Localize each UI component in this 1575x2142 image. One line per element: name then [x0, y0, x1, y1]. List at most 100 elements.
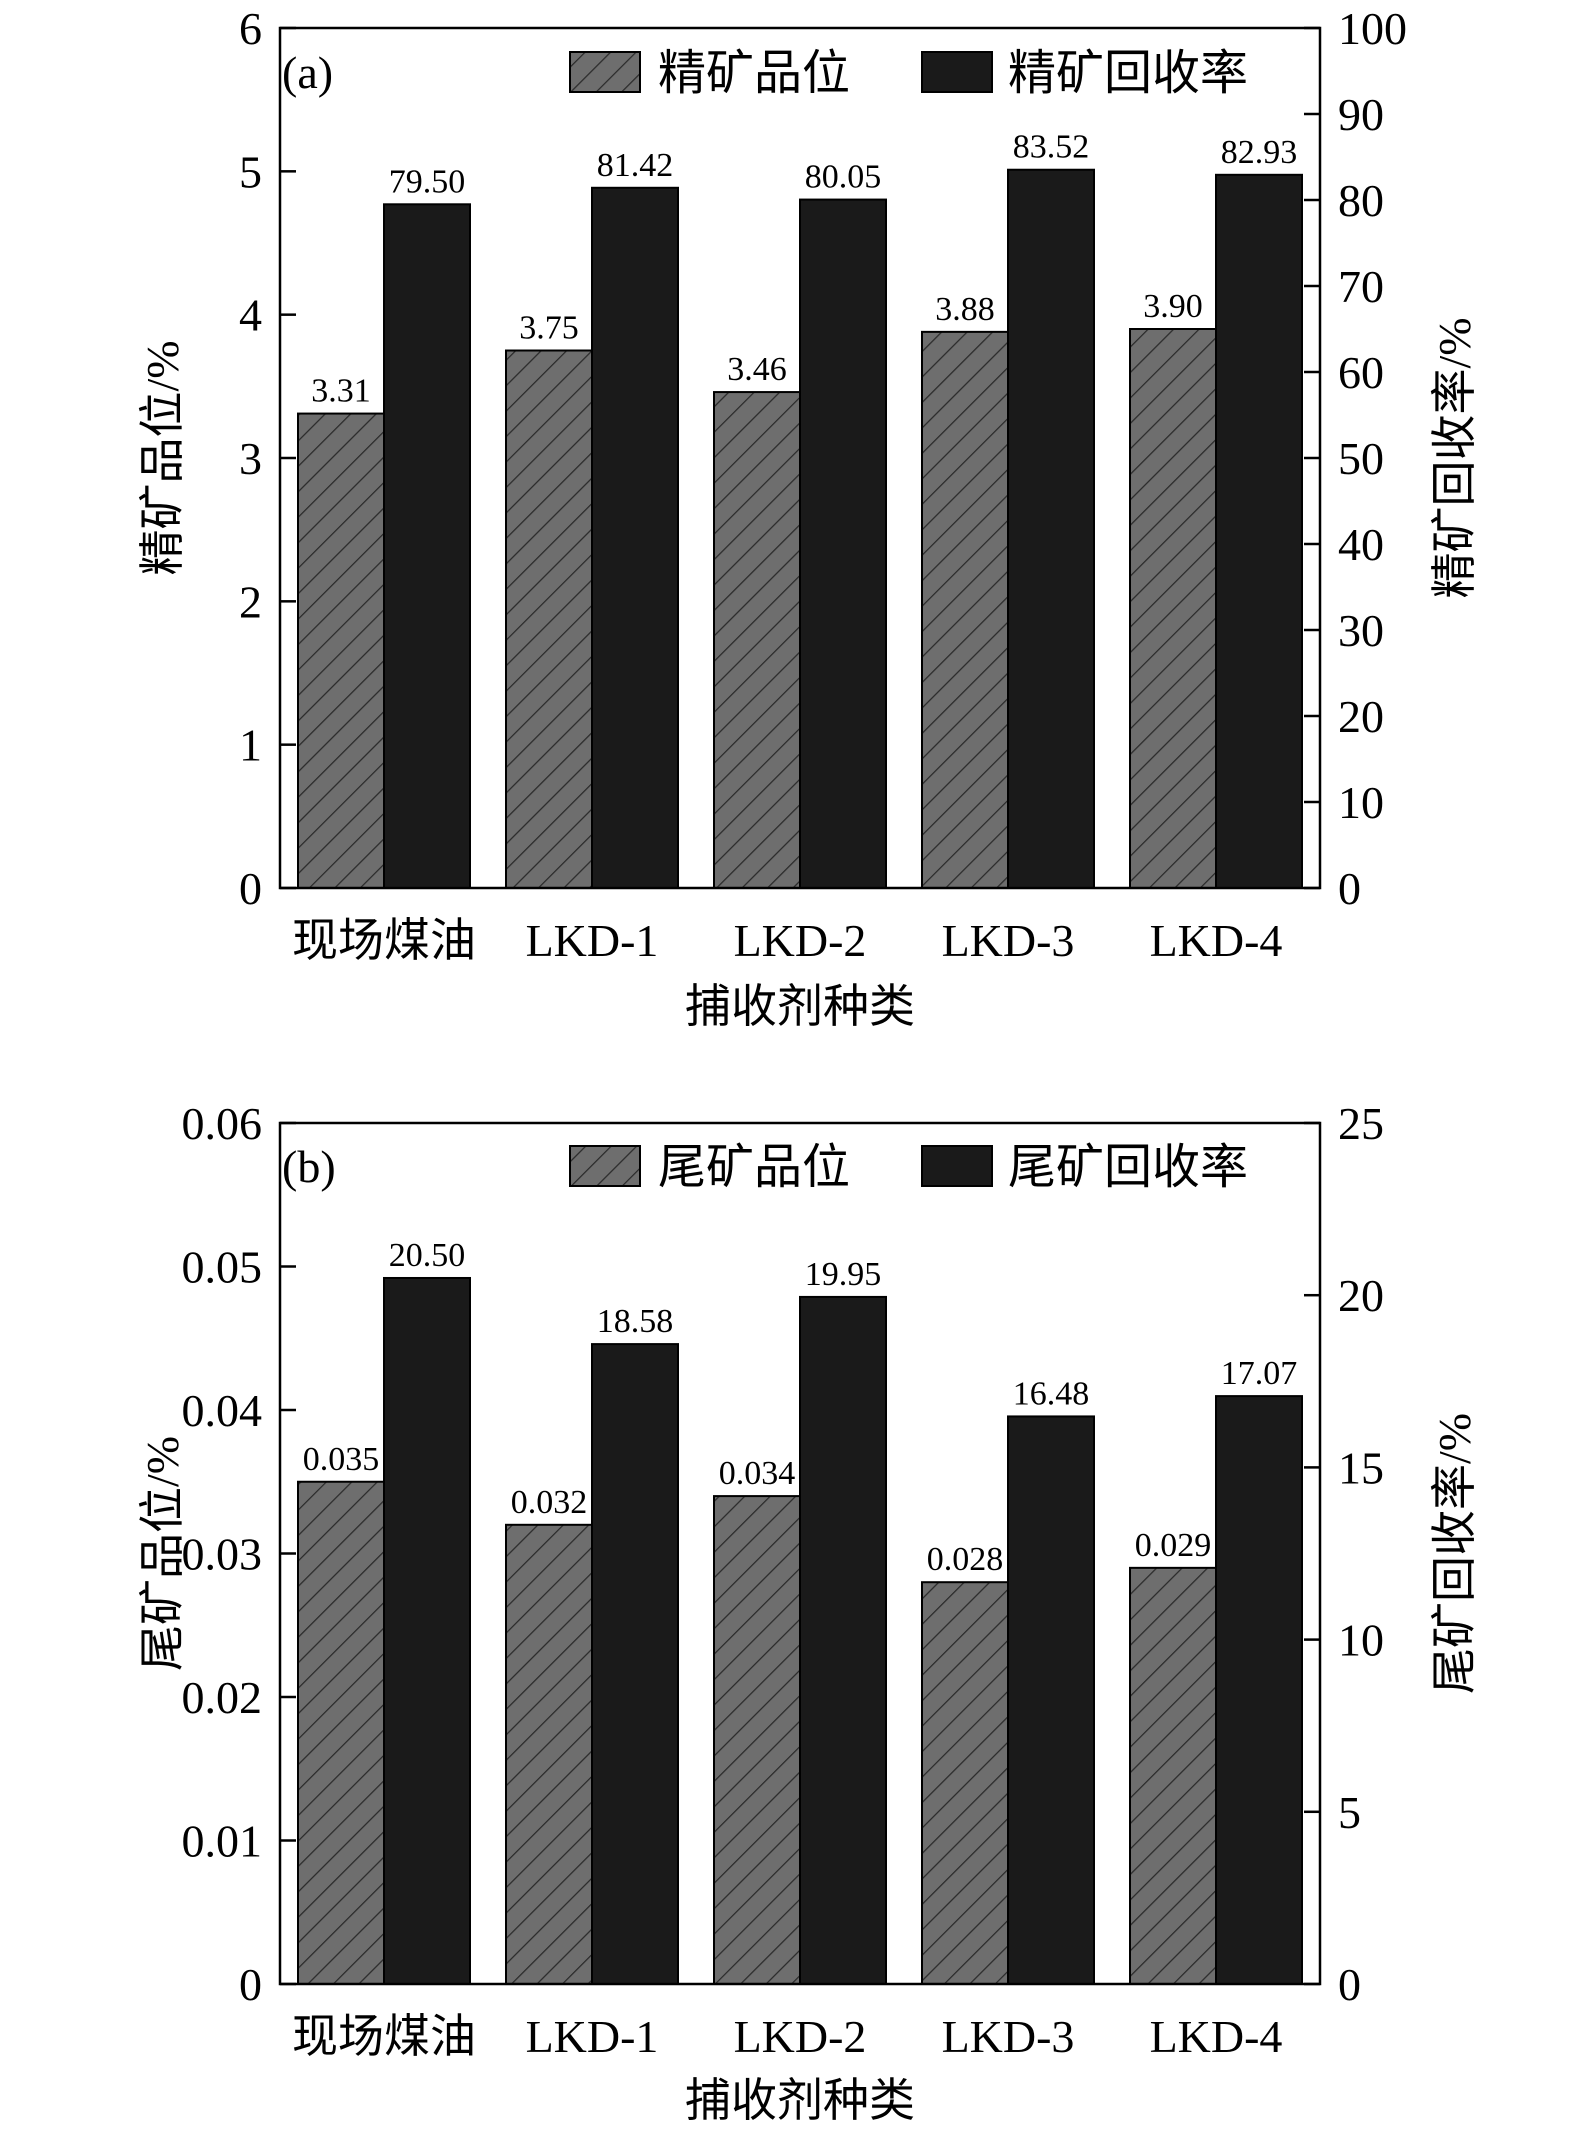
recovery-bar	[591, 1343, 679, 1986]
y-axis-left-title: 精矿品位/%	[137, 340, 188, 575]
data-label: 19.95	[805, 1256, 882, 1293]
category-label: 现场煤油	[292, 2011, 476, 2062]
x-axis-title: 捕收剂种类	[685, 981, 915, 1032]
data-label: 20.50	[389, 1237, 466, 1274]
grade-bar	[505, 1523, 593, 1986]
category-label: LKD-2	[734, 915, 867, 966]
data-label: 0.034	[719, 1455, 796, 1492]
data-label: 3.31	[311, 373, 371, 410]
grade-bar	[713, 391, 801, 889]
right-tick-label: 25	[1338, 1098, 1384, 1149]
right-tick-label: 100	[1338, 3, 1407, 54]
y-axis-left-title: 尾矿品位/%	[137, 1436, 188, 1671]
data-label: 0.029	[1135, 1527, 1212, 1564]
recovery-bar	[383, 203, 471, 890]
right-tick-label: 0	[1338, 1959, 1361, 2010]
right-tick-label: 10	[1338, 1615, 1384, 1666]
category-label: LKD-2	[734, 2011, 867, 2062]
recovery-bar	[1007, 168, 1095, 889]
right-tick-label: 80	[1338, 175, 1384, 226]
data-label: 0.028	[927, 1541, 1004, 1578]
left-tick-label: 3	[239, 433, 262, 484]
data-label: 17.07	[1221, 1355, 1298, 1392]
legend-label-grade: 精矿品位	[658, 47, 850, 100]
category-label: LKD-4	[1150, 915, 1283, 966]
right-tick-label: 15	[1338, 1442, 1384, 1493]
grade-bar	[921, 1581, 1009, 1985]
recovery-bar	[799, 1295, 887, 1985]
right-tick-label: 20	[1338, 1270, 1384, 1321]
grade-bar	[297, 412, 385, 889]
grade-bar	[921, 330, 1009, 890]
data-label: 81.42	[597, 147, 674, 184]
legend-swatch-recovery	[921, 1145, 993, 1187]
data-label: 18.58	[597, 1303, 674, 1340]
grade-bar	[505, 349, 593, 889]
grade-bar	[713, 1495, 801, 1985]
left-tick-label: 4	[239, 290, 262, 341]
legend: 尾矿品位 尾矿回收率	[569, 1141, 1248, 1194]
data-label: 79.50	[389, 163, 466, 200]
chart-panel-2: 0.035 0.032 0.034 0.028 0.029 20.50 18.58 19.95…	[137, 1098, 1480, 2126]
data-label: 3.90	[1143, 288, 1203, 325]
y-axis-right-title: 精矿回收率/%	[1429, 317, 1480, 598]
chart-panel-1: 3.31 3.75 3.46 3.88 3.90 79.50 81.42 80.05 83.52…	[137, 3, 1480, 1032]
recovery-bar	[1007, 1415, 1095, 1986]
category-label: LKD-3	[942, 2011, 1075, 2062]
right-tick-label: 50	[1338, 433, 1384, 484]
right-tick-label: 20	[1338, 691, 1384, 742]
panel-label: (b)	[282, 1141, 336, 1192]
grade-bar	[1129, 328, 1217, 889]
data-label: 0.035	[303, 1441, 380, 1478]
category-label: LKD-1	[526, 2011, 659, 2062]
right-tick-label: 30	[1338, 605, 1384, 656]
left-tick-label: 0.05	[182, 1242, 263, 1293]
left-tick-label: 5	[239, 146, 262, 197]
legend-label-grade: 尾矿品位	[658, 1141, 850, 1194]
right-tick-label: 10	[1338, 777, 1384, 828]
data-label: 3.88	[935, 291, 995, 328]
legend-swatch-grade	[569, 1145, 641, 1187]
category-label: LKD-4	[1150, 2011, 1283, 2062]
left-tick-label: 0.01	[182, 1816, 263, 1867]
left-tick-label: 2	[239, 576, 262, 627]
left-tick-label: 0	[239, 1959, 262, 2010]
left-tick-label: 0	[239, 863, 262, 914]
recovery-bar	[591, 186, 679, 889]
right-tick-label: 40	[1338, 519, 1384, 570]
left-tick-label: 0.04	[182, 1385, 263, 1436]
recovery-bar	[799, 198, 887, 889]
category-label: 现场煤油	[292, 915, 476, 966]
legend-label-recovery: 精矿回收率	[1008, 47, 1248, 100]
recovery-bar	[1215, 173, 1303, 889]
right-tick-label: 60	[1338, 347, 1384, 398]
right-tick-label: 0	[1338, 863, 1361, 914]
legend: 精矿品位 精矿回收率	[569, 47, 1248, 100]
left-tick-label: 6	[239, 3, 262, 54]
legend-label-recovery: 尾矿回收率	[1008, 1141, 1248, 1194]
category-label: LKD-3	[942, 915, 1075, 966]
grade-bar	[297, 1480, 385, 1985]
legend-swatch-grade	[569, 51, 641, 93]
panel-label: (a)	[282, 47, 333, 98]
right-tick-label: 5	[1338, 1787, 1361, 1838]
left-tick-label: 0.02	[182, 1672, 263, 1723]
right-tick-label: 90	[1338, 89, 1384, 140]
data-label: 16.48	[1013, 1375, 1090, 1412]
recovery-bar	[1215, 1395, 1303, 1986]
data-label: 82.93	[1221, 134, 1298, 171]
left-tick-label: 1	[239, 720, 262, 771]
category-label: LKD-1	[526, 915, 659, 966]
y-axis-right-title: 尾矿回收率/%	[1429, 1413, 1480, 1694]
recovery-bar	[383, 1276, 471, 1985]
legend-swatch-recovery	[921, 51, 993, 93]
data-label: 80.05	[805, 159, 882, 196]
data-label: 3.46	[727, 351, 787, 388]
data-label: 3.75	[519, 310, 579, 347]
right-tick-label: 70	[1338, 261, 1384, 312]
x-axis-title: 捕收剂种类	[685, 2075, 915, 2126]
data-label: 0.032	[511, 1484, 588, 1521]
data-label: 83.52	[1013, 129, 1090, 166]
grade-bar	[1129, 1566, 1217, 1985]
